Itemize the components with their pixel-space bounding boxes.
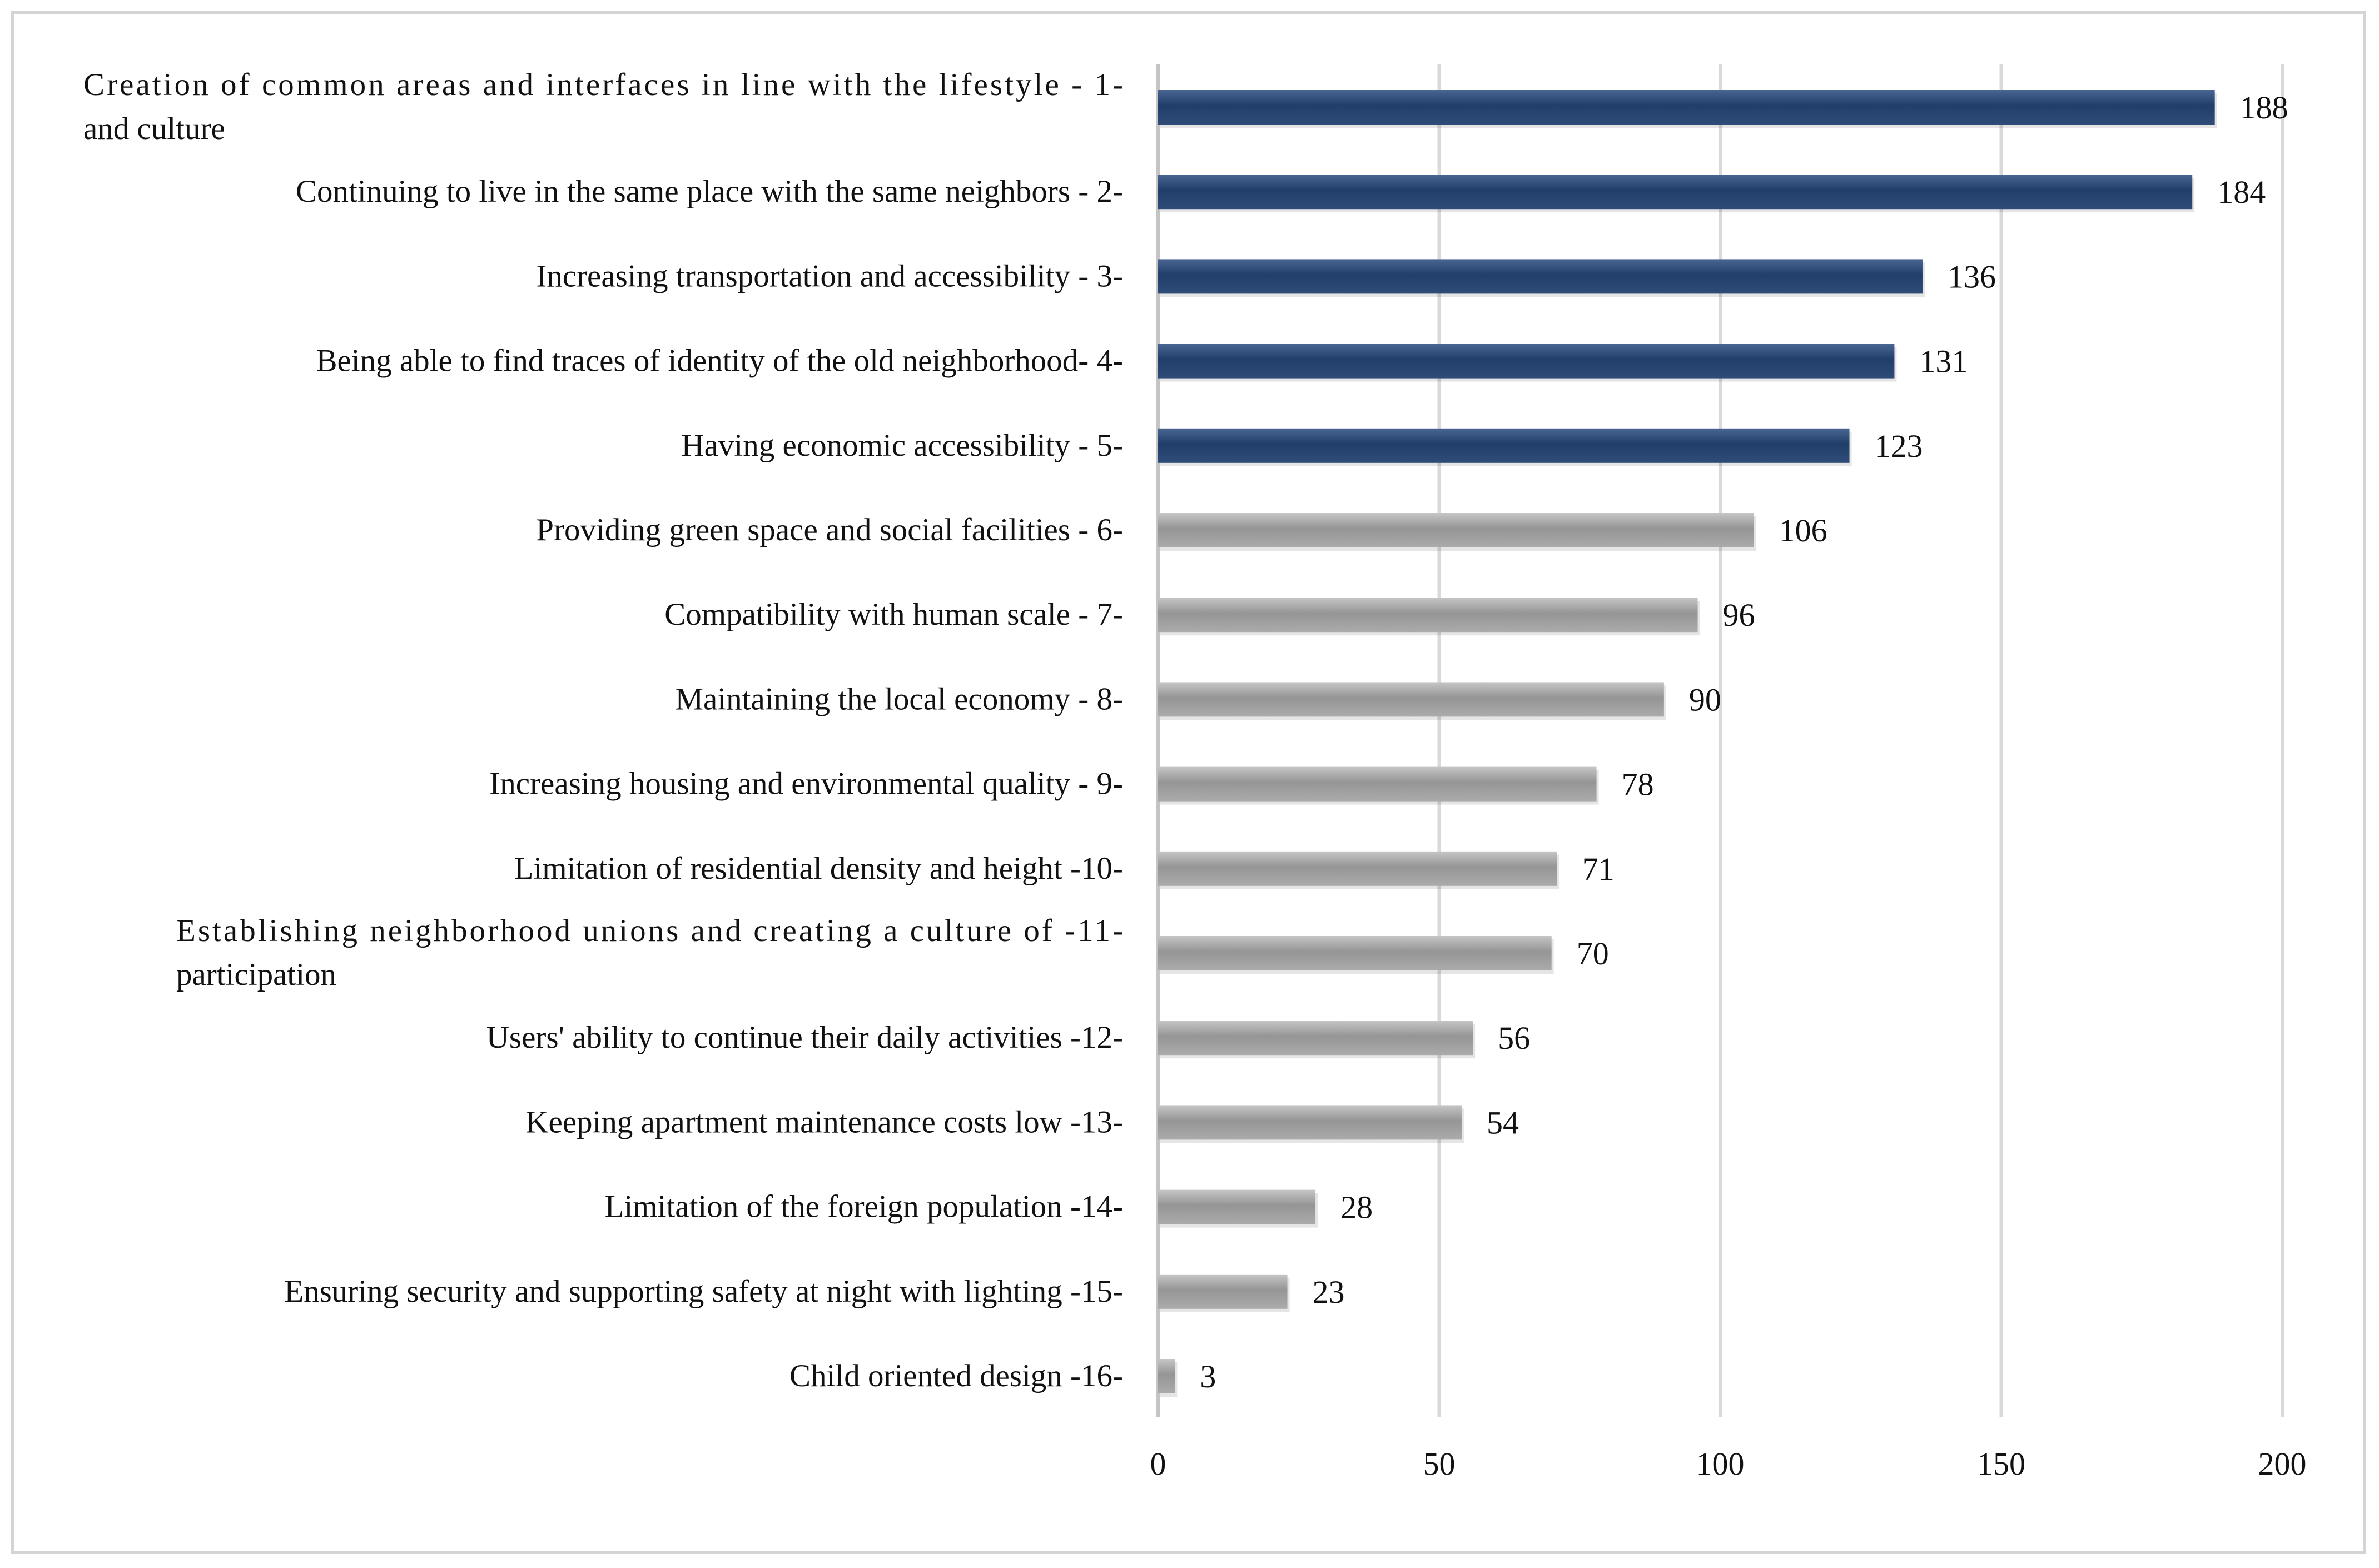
category-label: Establishing neighborhood unions and cre… bbox=[176, 913, 1123, 948]
category-label: Continuing to live in the same place wit… bbox=[296, 174, 1123, 209]
category-label: Maintaining the local economy - 8- bbox=[675, 681, 1123, 716]
value-label: 56 bbox=[1498, 1020, 1530, 1056]
x-tick-label: 50 bbox=[1423, 1446, 1456, 1482]
category-label: Being able to find traces of identity of… bbox=[316, 344, 1123, 379]
category-label-line2: participation bbox=[176, 957, 336, 992]
value-label: 90 bbox=[1689, 681, 1721, 718]
chart-frame: Creation of common areas and interfaces … bbox=[11, 11, 2366, 1554]
category-label: Child oriented design -16- bbox=[789, 1358, 1123, 1393]
category-label: Increasing housing and environmental qua… bbox=[489, 766, 1123, 802]
value-label: 3 bbox=[1200, 1358, 1216, 1395]
bar-15 bbox=[1158, 1274, 1288, 1309]
category-label: Limitation of residential density and he… bbox=[514, 851, 1123, 886]
bar-11 bbox=[1158, 936, 1552, 970]
bar-13 bbox=[1158, 1105, 1462, 1140]
bar-1 bbox=[1158, 90, 2215, 125]
x-tick-label: 0 bbox=[1150, 1446, 1166, 1482]
bar-8 bbox=[1158, 682, 1664, 717]
category-label: Keeping apartment maintenance costs low … bbox=[525, 1104, 1123, 1139]
value-label: 106 bbox=[1779, 512, 1827, 549]
value-label: 136 bbox=[1948, 258, 1996, 295]
bar-chart: Creation of common areas and interfaces … bbox=[83, 64, 2307, 1482]
value-label: 96 bbox=[1723, 597, 1755, 633]
bars bbox=[1158, 90, 2217, 1397]
value-label: 188 bbox=[2240, 89, 2288, 126]
value-label: 54 bbox=[1487, 1104, 1519, 1141]
bar-12 bbox=[1158, 1021, 1473, 1056]
bar-7 bbox=[1158, 598, 1698, 633]
value-label: 78 bbox=[1622, 766, 1654, 803]
category-label: Having economic accessibility - 5- bbox=[681, 428, 1123, 463]
category-label: Providing green space and social facilit… bbox=[536, 512, 1123, 547]
category-label: Increasing transportation and accessibil… bbox=[536, 258, 1123, 293]
category-label: Users' ability to continue their daily a… bbox=[486, 1020, 1123, 1055]
value-label: 123 bbox=[1875, 428, 1923, 464]
value-label: 70 bbox=[1577, 935, 1609, 972]
bar-3 bbox=[1158, 259, 1923, 294]
data-labels: 188 184 136 131 123 106 96 90 78 71 70 56 54 28 23 3 bbox=[1200, 89, 2288, 1395]
value-label: 131 bbox=[1919, 344, 1968, 380]
category-label: Ensuring security and supporting safety … bbox=[284, 1274, 1123, 1309]
category-label: Creation of common areas and interfaces … bbox=[83, 67, 1123, 102]
x-tick-label: 100 bbox=[1696, 1446, 1745, 1482]
bar-5 bbox=[1158, 428, 1850, 463]
value-label: 28 bbox=[1340, 1189, 1373, 1226]
category-label-line2: and culture bbox=[83, 111, 225, 146]
bar-10 bbox=[1158, 851, 1557, 886]
category-labels: Creation of common areas and interfaces … bbox=[83, 67, 1123, 1393]
x-axis-ticks: 0 50 100 150 200 bbox=[1150, 1446, 2307, 1482]
value-label: 23 bbox=[1313, 1274, 1345, 1310]
bar-14 bbox=[1158, 1189, 1316, 1224]
category-label: Limitation of the foreign population -14… bbox=[605, 1189, 1123, 1224]
x-tick-label: 200 bbox=[2258, 1446, 2307, 1482]
value-label: 71 bbox=[1582, 851, 1615, 887]
bar-2 bbox=[1158, 175, 2193, 210]
x-tick-label: 150 bbox=[1977, 1446, 2025, 1482]
bar-6 bbox=[1158, 513, 1754, 547]
value-label: 184 bbox=[2217, 174, 2266, 210]
bar-4 bbox=[1158, 344, 1895, 379]
bar-9 bbox=[1158, 766, 1597, 802]
category-label: Compatibility with human scale - 7- bbox=[664, 597, 1123, 632]
bar-16 bbox=[1158, 1359, 1175, 1393]
